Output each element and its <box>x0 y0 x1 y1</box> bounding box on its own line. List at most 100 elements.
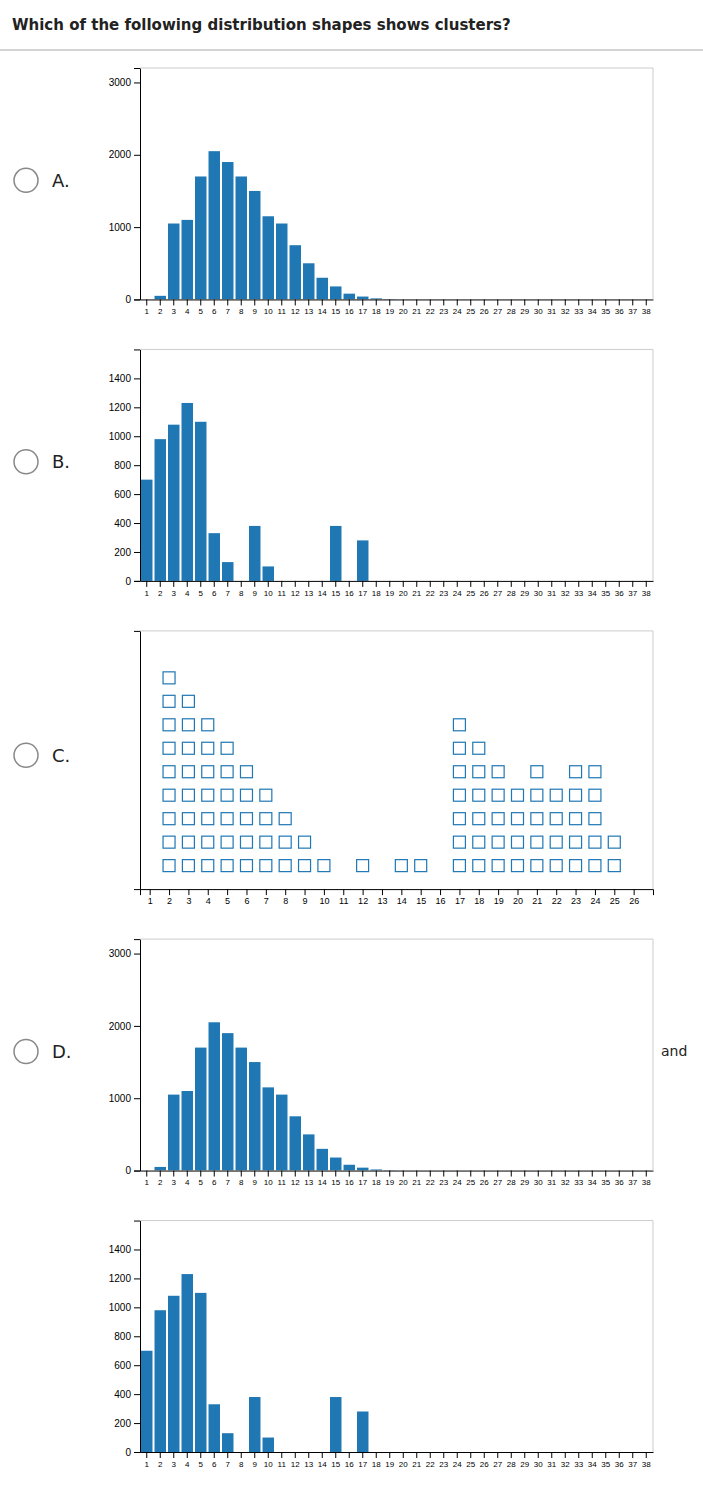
x-tick-label: 26 <box>480 307 489 316</box>
y-tick-mark <box>134 82 140 83</box>
y-tick-label: 3000 <box>109 948 132 959</box>
x-tick-mark <box>538 1171 539 1177</box>
x-tick-label: 22 <box>426 1460 435 1469</box>
bar <box>371 1169 382 1170</box>
x-tick: 27 <box>493 299 502 316</box>
marks <box>155 151 396 299</box>
x-tick: 24 <box>453 581 462 598</box>
x-tick-mark <box>150 889 151 895</box>
x-tick-label: 22 <box>552 896 562 906</box>
x-tick-mark <box>382 889 383 895</box>
bar <box>560 1452 571 1453</box>
x-tick-mark <box>241 581 242 587</box>
x-tick-label: 35 <box>601 307 610 316</box>
x-tick-mark <box>376 581 377 587</box>
point <box>221 789 233 801</box>
x-tick-label: 16 <box>436 896 446 906</box>
x-tick-mark <box>430 1171 431 1177</box>
bar <box>195 1048 206 1171</box>
y-tick-label: 0 <box>125 294 131 305</box>
x-tick-label: 38 <box>642 307 651 316</box>
y-tick-label: 800 <box>114 1331 131 1342</box>
bar <box>506 1452 517 1453</box>
x-tick-mark <box>214 299 215 305</box>
x-tick-mark <box>362 299 363 305</box>
x-tick: 28 <box>507 1452 516 1469</box>
x-tick-mark <box>484 1452 485 1458</box>
x-tick: 13 <box>377 889 387 906</box>
x-tick: 28 <box>507 581 516 598</box>
x-tick-label: 21 <box>412 589 421 598</box>
x-tick: 29 <box>520 299 529 316</box>
x-tick-mark <box>254 581 255 587</box>
bar <box>222 162 233 299</box>
bar <box>492 580 503 581</box>
x-tick-mark <box>497 299 498 305</box>
x-tick-label: 22 <box>426 1178 435 1187</box>
radio-button[interactable] <box>14 450 38 474</box>
panel: 1234567891011121314151617181920212223242… <box>14 631 654 907</box>
x-tick: 30 <box>534 1171 543 1188</box>
x-tick: 23 <box>439 581 448 598</box>
x-tick-mark <box>200 581 201 587</box>
x-tick-label: 17 <box>358 589 367 598</box>
x-tick: 33 <box>574 299 583 316</box>
point <box>473 742 485 754</box>
x-tick-label: 3 <box>172 589 177 598</box>
x-tick-label: 4 <box>185 307 190 316</box>
x-tick-mark <box>484 299 485 305</box>
x-tick-label: 26 <box>480 589 489 598</box>
x-tick-label: 29 <box>520 589 529 598</box>
x-tick-mark <box>614 889 615 895</box>
x-tick: 24 <box>590 889 600 906</box>
x-tick: 30 <box>534 299 543 316</box>
x-tick-label: 7 <box>226 1178 231 1187</box>
x-tick-label: 32 <box>561 1178 570 1187</box>
x-tick: 38 <box>642 1452 651 1469</box>
x-tick-mark <box>430 299 431 305</box>
x-tick-mark <box>322 299 323 305</box>
bar <box>627 299 638 300</box>
radio-button[interactable] <box>14 1039 38 1063</box>
x-tick-label: 20 <box>399 1460 408 1469</box>
x-tick-label: 33 <box>574 307 583 316</box>
x-tick-mark <box>363 889 364 895</box>
point <box>299 860 311 872</box>
point <box>511 836 523 848</box>
plot-area: 1234567891011121314151617181920212223242… <box>109 939 654 1187</box>
x-tick-mark <box>389 1171 390 1177</box>
bar <box>249 191 260 299</box>
y-tick-label: 1200 <box>109 402 132 413</box>
x-tick: 4 <box>185 581 190 598</box>
bar <box>560 299 571 300</box>
y-tick-label: 1200 <box>109 1273 132 1284</box>
bar <box>263 216 274 299</box>
y-tick-mark <box>134 378 140 379</box>
x-tick: 11 <box>278 581 287 598</box>
radio-button[interactable] <box>14 168 38 192</box>
point <box>221 742 233 754</box>
x-tick-label: 13 <box>304 1460 313 1469</box>
point <box>260 860 272 872</box>
bar <box>249 1397 260 1452</box>
y-tick-mark <box>134 954 140 955</box>
x-tick-mark <box>281 581 282 587</box>
bar <box>182 1091 193 1171</box>
x-tick-mark <box>497 1452 498 1458</box>
x-tick-label: 4 <box>185 589 190 598</box>
point <box>221 813 233 825</box>
x-tick-label: 31 <box>547 589 556 598</box>
x-tick: 4 <box>206 889 211 906</box>
x-tick-label: 11 <box>278 1178 287 1187</box>
y-tick-mark <box>134 155 140 156</box>
point <box>589 860 601 872</box>
x-tick-mark <box>632 1452 633 1458</box>
x-tick: 33 <box>574 1171 583 1188</box>
x-tick-mark <box>619 581 620 587</box>
bar <box>546 299 557 300</box>
x-tick-mark <box>479 889 480 895</box>
x-tick: 38 <box>642 1171 651 1188</box>
bar <box>357 1168 368 1171</box>
radio-button[interactable] <box>14 743 38 767</box>
x-tick: 30 <box>534 1452 543 1469</box>
